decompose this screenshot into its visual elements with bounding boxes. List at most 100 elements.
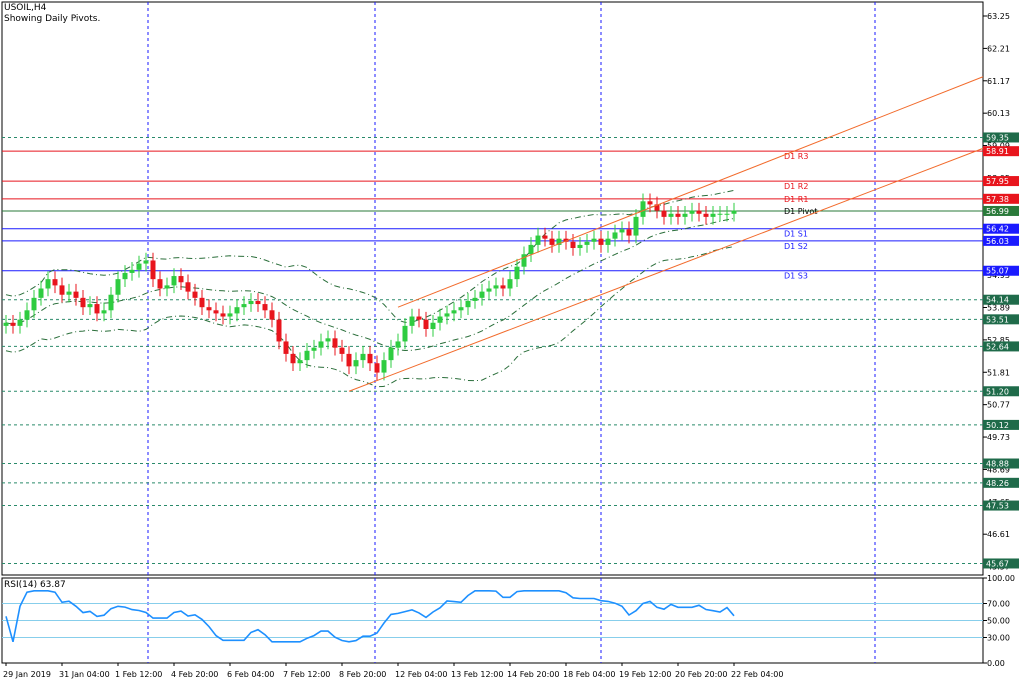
candle-body: [66, 291, 72, 295]
pivot-name-label: D1 Pivot: [784, 207, 817, 216]
x-tick-label: 22 Feb 04:00: [731, 670, 783, 679]
candle-body: [332, 338, 338, 348]
level-tag-label: 51.20: [986, 387, 1009, 396]
level-tag-label: 59.35: [986, 133, 1009, 142]
x-tick-label: 1 Feb 12:00: [115, 670, 162, 679]
x-tick-label: 12 Feb 04:00: [395, 670, 447, 679]
candle-body: [703, 213, 709, 217]
x-tick-label: 7 Feb 12:00: [283, 670, 330, 679]
level-tag: [983, 477, 1019, 488]
candle-body: [38, 288, 44, 298]
candle-body: [73, 291, 79, 298]
candle-body: [185, 282, 191, 292]
candle-body: [479, 291, 485, 298]
middle-band: [5, 217, 735, 352]
rsi-tick-label: 30.00: [987, 634, 1010, 643]
level-tag: [983, 558, 1019, 569]
rsi-label: RSI(14) 63.87: [4, 580, 66, 590]
candle-body: [549, 238, 555, 245]
candle-body: [241, 304, 247, 308]
main-frame: [1, 1, 984, 576]
x-tick-label: 18 Feb 04:00: [563, 670, 615, 679]
candle-body: [675, 213, 681, 217]
candle-body: [647, 201, 653, 205]
candle-body: [192, 291, 198, 298]
candle-body: [416, 316, 422, 320]
candle-body: [269, 310, 275, 320]
candle-body: [577, 244, 583, 249]
rsi-tick-label: 100.00: [987, 574, 1015, 583]
x-tick-label: 6 Feb 04:00: [227, 670, 274, 679]
pivot-tag: [983, 235, 1019, 246]
price-tick-label: 48.69: [987, 465, 1010, 474]
level-tag: [983, 341, 1019, 352]
candle-body: [689, 210, 695, 214]
pivot-tag: [983, 205, 1019, 216]
candle-body: [605, 238, 611, 245]
candle-body: [80, 297, 86, 308]
price-tick-label: 60.13: [987, 109, 1010, 118]
level-tag: [983, 132, 1019, 143]
candle-body: [143, 260, 149, 264]
level-tag-label: 45.67: [986, 559, 1009, 568]
price-tick-label: 61.17: [987, 77, 1010, 86]
candle-body: [220, 313, 226, 317]
candle-body: [10, 322, 16, 326]
price-tick-label: 62.21: [987, 44, 1010, 53]
candle-body: [668, 213, 674, 217]
level-tag-label: 53.51: [986, 315, 1009, 324]
level-tag-label: 50.12: [986, 421, 1009, 430]
chart-header: USOIL,H4 Showing Daily Pivots.: [4, 3, 100, 25]
candle-body: [710, 213, 716, 217]
candle-body: [556, 238, 562, 245]
candle-body: [458, 307, 464, 311]
candle-body: [45, 279, 51, 289]
level-tag: [983, 458, 1019, 469]
lower-band: [5, 246, 735, 388]
candle-body: [724, 213, 730, 215]
x-tick-label: 4 Feb 20:00: [171, 670, 218, 679]
candle-body: [451, 310, 457, 314]
channel-lower-line: [348, 147, 984, 392]
x-tick-label: 19 Feb 12:00: [619, 670, 671, 679]
pivot-name-label: D1 R3: [784, 152, 808, 161]
candle-body: [199, 297, 205, 308]
rsi-tick-label: 0.00: [987, 659, 1005, 668]
pivot-name-label: D1 R1: [784, 195, 808, 204]
candle-body: [171, 276, 177, 286]
pivot-tag: [983, 223, 1019, 234]
candle-body: [654, 204, 660, 211]
candle-body: [206, 307, 212, 311]
candle-body: [584, 241, 590, 245]
pivot-subtitle: Showing Daily Pivots.: [4, 14, 101, 24]
channel-upper-line: [397, 76, 984, 308]
candle-body: [542, 235, 548, 239]
level-tag: [983, 500, 1019, 511]
candle-body: [619, 229, 625, 233]
price-tick-label: 46.61: [987, 530, 1010, 539]
pivot-tag: [983, 193, 1019, 204]
candle-body: [213, 310, 219, 314]
candle-body: [297, 360, 303, 364]
pivot-tag-label: 56.03: [986, 237, 1009, 246]
rsi-tick-label: 50.00: [987, 617, 1010, 626]
candle-body: [178, 276, 184, 283]
candle-body: [472, 297, 478, 301]
candle-body: [612, 232, 618, 239]
level-tag: [983, 386, 1019, 397]
candle-body: [24, 310, 30, 320]
candle-body: [339, 347, 345, 354]
level-tag-label: 48.26: [986, 479, 1009, 488]
candle-body: [661, 210, 667, 217]
candle-body: [129, 269, 135, 273]
candle-body: [570, 241, 576, 249]
pivot-name-label: D1 S2: [784, 242, 808, 251]
candle-body: [430, 322, 436, 329]
pivot-tag-label: 56.99: [986, 207, 1009, 216]
candle-body: [402, 325, 408, 342]
candle-body: [283, 341, 289, 354]
candle-body: [3, 322, 9, 326]
level-tag-label: 48.88: [986, 460, 1009, 469]
candle-body: [248, 300, 254, 305]
